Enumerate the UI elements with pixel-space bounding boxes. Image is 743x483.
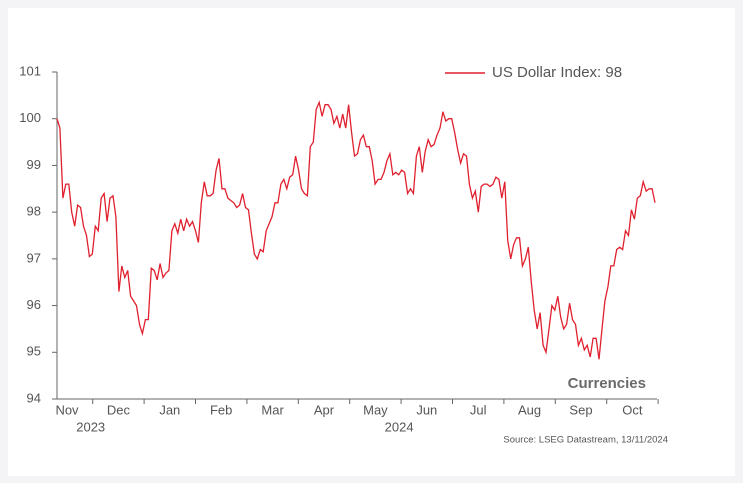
y-tick-label: 94	[27, 390, 41, 405]
source: Source: LSEG Datastream, 13/11/2024	[503, 435, 668, 446]
y-tick-label: 97	[27, 250, 41, 265]
y-tick-label: 96	[27, 297, 41, 312]
x-tick-label: Jan	[159, 402, 180, 417]
y-tick-label: 100	[19, 110, 41, 125]
x-tick-label: May	[363, 402, 388, 417]
line	[56, 100, 656, 360]
legend-label: US Dollar Index: 98	[492, 64, 622, 81]
x-tick-label: Jun	[416, 402, 437, 417]
year-label: 2023	[76, 419, 105, 434]
x-tick-label: Sep	[569, 402, 592, 417]
x-tick-label: Feb	[210, 402, 232, 417]
x-tick-label: Jul	[470, 402, 487, 417]
y-tick-label: 99	[27, 157, 41, 172]
year-label: 2024	[385, 419, 414, 434]
y-tick-label: 95	[27, 344, 41, 359]
x-tick-label: Aug	[518, 402, 541, 417]
y-tick-label: 98	[27, 204, 41, 219]
x-tick-label: Nov	[55, 402, 79, 417]
x-tick-label: Mar	[261, 402, 284, 417]
y-tick-label: 101	[19, 63, 41, 78]
annotation: Currencies	[568, 375, 646, 392]
x-tick-label: Oct	[622, 402, 643, 417]
x-tick-label: Apr	[314, 402, 335, 417]
x-tick-label: Dec	[107, 402, 131, 417]
panel	[8, 8, 735, 476]
